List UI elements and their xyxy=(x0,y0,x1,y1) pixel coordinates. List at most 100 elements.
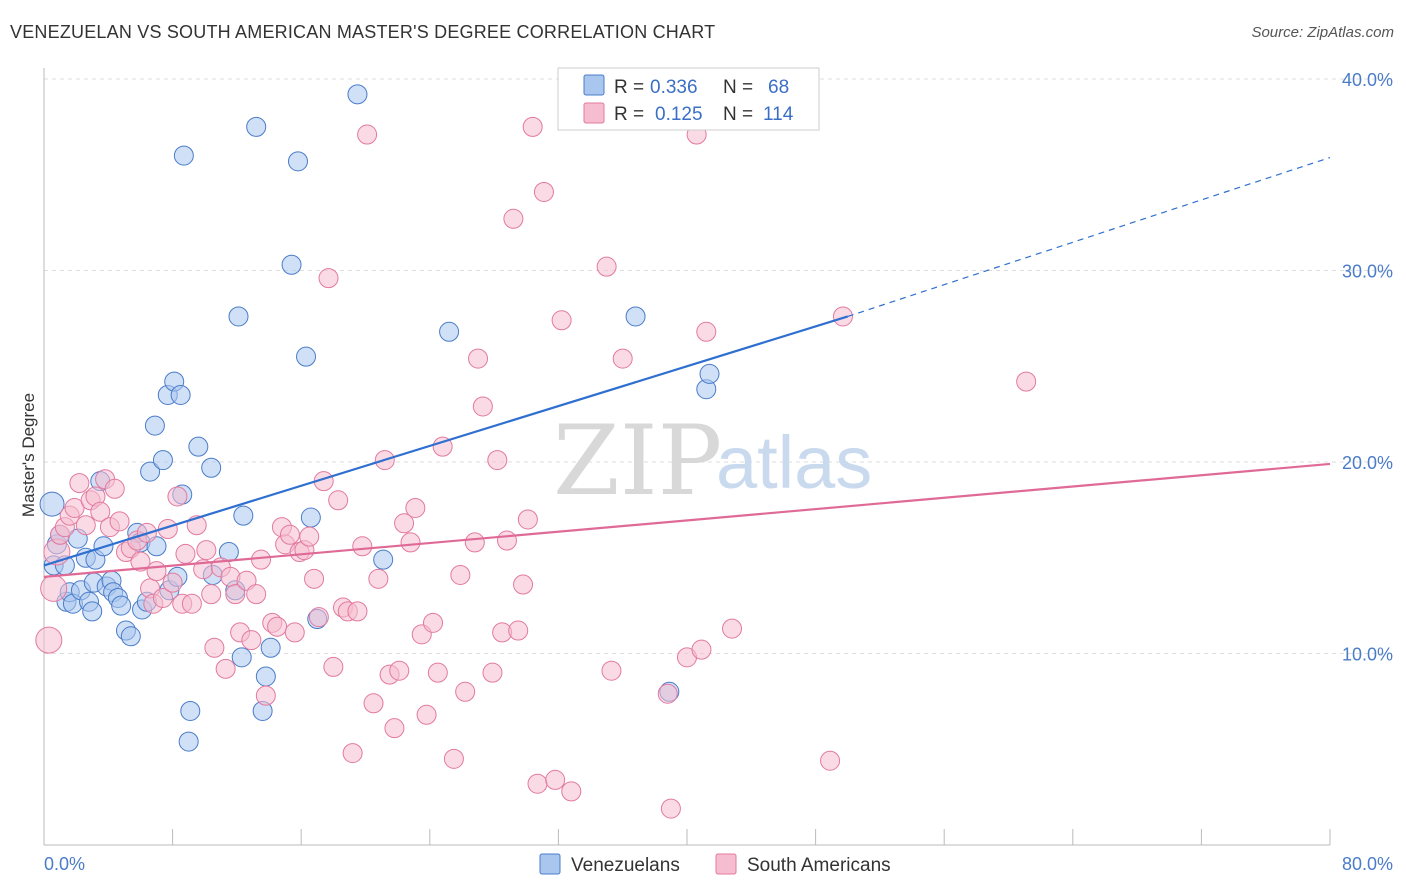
south-american-point xyxy=(357,124,378,145)
venezuelan-point xyxy=(140,461,161,482)
south-american-point xyxy=(820,750,841,771)
south-american-point xyxy=(696,321,717,342)
venezuelan-point xyxy=(82,601,103,622)
south-american-point xyxy=(527,773,548,794)
south-american-point xyxy=(130,551,151,572)
venezuelan-point xyxy=(180,700,201,721)
grid-lines xyxy=(44,78,1392,654)
south-american-point xyxy=(405,497,426,518)
south-american-point xyxy=(40,574,68,602)
watermark: ZIP atlas xyxy=(553,405,872,517)
south-american-point xyxy=(394,513,415,534)
legend-n-label-1: N = xyxy=(723,77,753,98)
venezuelan-point xyxy=(439,321,460,342)
south-american-point xyxy=(251,549,272,570)
south-american-point xyxy=(522,116,543,137)
legend-r-label-1: R = xyxy=(614,77,644,98)
venezuelan-point xyxy=(260,637,281,658)
bottom-legend-swatch-venezuelans xyxy=(539,853,561,875)
south-american-point xyxy=(69,473,90,494)
south-american-point xyxy=(657,683,678,704)
south-american-point xyxy=(204,637,225,658)
south-american-point xyxy=(308,607,329,628)
bottom-legend-venezuelans: Venezuelans xyxy=(571,855,680,876)
south-american-point xyxy=(450,564,471,585)
bottom-legend-swatch-south-americans xyxy=(715,853,737,875)
south-american-point xyxy=(1016,371,1037,392)
venezuelan-point xyxy=(287,151,308,172)
x-tick-label-max: 80.0% xyxy=(1342,854,1393,874)
south-american-point xyxy=(384,718,405,739)
south-american-point xyxy=(104,478,125,499)
south-american-point xyxy=(368,568,389,589)
south-american-point xyxy=(416,704,437,725)
legend-r-value-1: 0.336 xyxy=(650,77,698,98)
south-american-point xyxy=(347,601,368,622)
south-american-point xyxy=(496,530,517,551)
venezuelan-point xyxy=(173,145,194,166)
south-american-point xyxy=(162,572,183,593)
watermark-zip: ZIP xyxy=(553,405,722,517)
trend-lines xyxy=(43,156,1331,578)
venezuelan-point xyxy=(144,415,165,436)
south-american-point xyxy=(722,618,743,639)
venezuelan-point xyxy=(39,491,65,517)
south-american-point xyxy=(196,540,217,561)
venezuelan-point xyxy=(255,666,276,687)
venezuelan-point xyxy=(347,84,368,105)
south-american-point xyxy=(352,536,373,557)
south-american-point xyxy=(601,660,622,681)
south-american-point xyxy=(832,306,853,327)
y-tick-label: 20.0% xyxy=(1342,453,1393,473)
legend-n-value-2: 114 xyxy=(763,104,794,125)
venezuelan-point xyxy=(296,346,317,367)
bottom-legend: Venezuelans South Americans xyxy=(539,853,891,876)
south-american-point xyxy=(468,348,489,369)
venezuelan-point xyxy=(300,507,321,528)
south-american-point xyxy=(181,593,202,614)
y-tick-label: 10.0% xyxy=(1342,645,1393,665)
south-americans-points xyxy=(35,116,1037,819)
legend-swatch-venezuelans xyxy=(583,74,605,96)
south-american-point xyxy=(328,490,349,511)
y-tick-label: 30.0% xyxy=(1342,262,1393,282)
venezuelan-point xyxy=(120,626,141,647)
south-american-point xyxy=(482,662,503,683)
south-american-point xyxy=(551,310,572,331)
south-american-point xyxy=(215,658,236,679)
south-american-point xyxy=(152,587,173,608)
venezuelan-point xyxy=(201,457,222,478)
south-american-point xyxy=(423,612,444,633)
south-american-point xyxy=(691,639,712,660)
south-american-point xyxy=(533,181,554,202)
south-american-point xyxy=(146,561,167,582)
venezuelan-point xyxy=(228,306,249,327)
south-american-point xyxy=(432,436,453,457)
south-american-point xyxy=(284,622,305,643)
south-american-point xyxy=(299,526,320,547)
south-american-point xyxy=(175,543,196,564)
south-american-point xyxy=(503,208,524,229)
venezuelan-point xyxy=(373,549,394,570)
venezuelan-point xyxy=(178,731,199,752)
south-american-point xyxy=(279,524,300,545)
top-legend: R = 0.336 N = 68 R = 0.125 N = 114 xyxy=(557,67,820,131)
venezuelan-point xyxy=(281,254,302,275)
south-american-point xyxy=(400,532,421,553)
south-american-point xyxy=(255,685,276,706)
legend-swatch-south-americans xyxy=(583,102,605,124)
south-american-point xyxy=(508,620,529,641)
source-label: Source: ZipAtlas.com xyxy=(1251,24,1394,41)
south-american-point xyxy=(35,626,63,654)
venezuelans-trend-extension xyxy=(847,156,1331,318)
south-american-point xyxy=(246,584,267,605)
venezuelan-point xyxy=(152,450,173,471)
venezuelan-point xyxy=(188,436,209,457)
south-american-point xyxy=(167,486,188,507)
watermark-atlas: atlas xyxy=(716,421,872,504)
south-american-point xyxy=(545,769,566,790)
south-american-point xyxy=(75,515,96,536)
south-american-point xyxy=(596,256,617,277)
y-tick-labels: 10.0% 20.0% 30.0% 40.0% xyxy=(1342,70,1393,665)
south-american-point xyxy=(464,532,485,553)
